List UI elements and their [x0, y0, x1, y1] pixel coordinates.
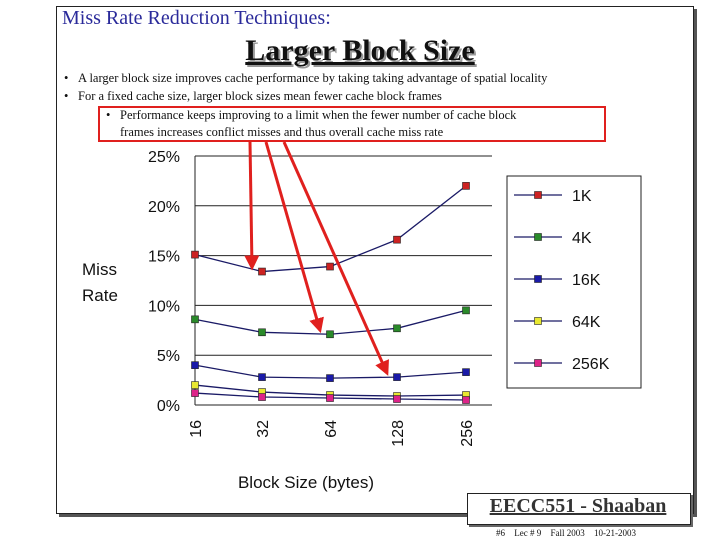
- data-point: [258, 267, 266, 276]
- data-point: [191, 381, 199, 389]
- annotation-arrow: [264, 141, 324, 334]
- slide-number: #6: [496, 528, 505, 538]
- x-tick-label: 32: [255, 420, 272, 438]
- term: Fall 2003: [550, 528, 585, 538]
- data-point: [393, 235, 401, 244]
- y-tick-label: 20%: [148, 199, 180, 216]
- bullet-2-text: For a fixed cache size, larger block siz…: [78, 89, 442, 103]
- course-name: EECC551 - Shaaban: [489, 495, 667, 517]
- legend-label: 64K: [572, 314, 601, 331]
- sub-bullet-line-1: Performance keeps improving to a limit w…: [120, 108, 517, 122]
- data-point: [326, 330, 334, 339]
- legend-marker: [534, 275, 542, 283]
- x-tick-label: 256: [459, 420, 476, 447]
- sub-bullet-line-2: frames increases conflict misses and thu…: [120, 125, 444, 139]
- data-point: [393, 373, 401, 381]
- data-point: [258, 373, 266, 381]
- footer-meta: #6 Lec # 9 Fall 2003 10-21-2003: [496, 528, 643, 538]
- legend-marker: [534, 359, 542, 367]
- x-tick-label: 16: [188, 420, 205, 438]
- highlight-box: [98, 106, 606, 142]
- data-point: [462, 368, 470, 376]
- annotation-arrow: [244, 141, 260, 271]
- y-tick-label: 0%: [157, 398, 180, 415]
- legend-label: 1K: [572, 188, 592, 205]
- legend-marker: [534, 233, 542, 241]
- legend-marker: [534, 317, 542, 325]
- data-point: [462, 182, 470, 190]
- legend-label: 256K: [572, 356, 610, 373]
- bullet-marker: •: [106, 108, 111, 122]
- data-point: [393, 324, 401, 333]
- sub-bullet: • Performance keeps improving to a limit …: [106, 108, 516, 123]
- legend: [506, 175, 642, 389]
- data-point: [462, 306, 470, 315]
- legend-label: 4K: [572, 230, 592, 247]
- data-point: [191, 315, 199, 324]
- x-tick-label: 128: [390, 420, 407, 447]
- data-point: [258, 393, 266, 401]
- section-title: Miss Rate Reduction Techniques:: [62, 7, 331, 29]
- date: 10-21-2003: [594, 528, 637, 538]
- slide-title: Larger Block Size: [245, 34, 475, 67]
- lecture-number: Lec # 9: [514, 528, 542, 538]
- y-tick-label: 15%: [148, 249, 180, 266]
- series-line: [194, 185, 467, 273]
- y-tick-label: 5%: [157, 348, 180, 365]
- x-tick-label: 64: [323, 420, 340, 438]
- data-point: [326, 262, 334, 271]
- data-point: [326, 394, 334, 402]
- data-point: [258, 328, 266, 337]
- data-point: [191, 389, 199, 397]
- y-axis-label: Miss: [82, 260, 117, 279]
- y-axis-label: Rate: [82, 286, 118, 305]
- bullet-1-text: A larger block size improves cache perfo…: [78, 71, 548, 85]
- bullet-marker: •: [64, 89, 69, 103]
- data-point: [393, 395, 401, 403]
- legend-marker: [534, 191, 542, 199]
- data-point: [191, 250, 199, 259]
- data-point: [191, 361, 199, 369]
- x-axis-label: Block Size (bytes): [238, 473, 374, 492]
- data-point: [462, 396, 470, 404]
- bullet-1: • A larger block size improves cache perf…: [64, 71, 547, 86]
- y-tick-label: 10%: [148, 298, 180, 315]
- annotation-arrow: [282, 141, 389, 376]
- bullet-marker: •: [64, 71, 69, 85]
- data-point: [326, 374, 334, 382]
- legend-label: 16K: [572, 272, 601, 289]
- bullet-2: • For a fixed cache size, larger block si…: [64, 89, 442, 104]
- y-tick-label: 25%: [148, 149, 180, 166]
- footer-box: [467, 493, 691, 525]
